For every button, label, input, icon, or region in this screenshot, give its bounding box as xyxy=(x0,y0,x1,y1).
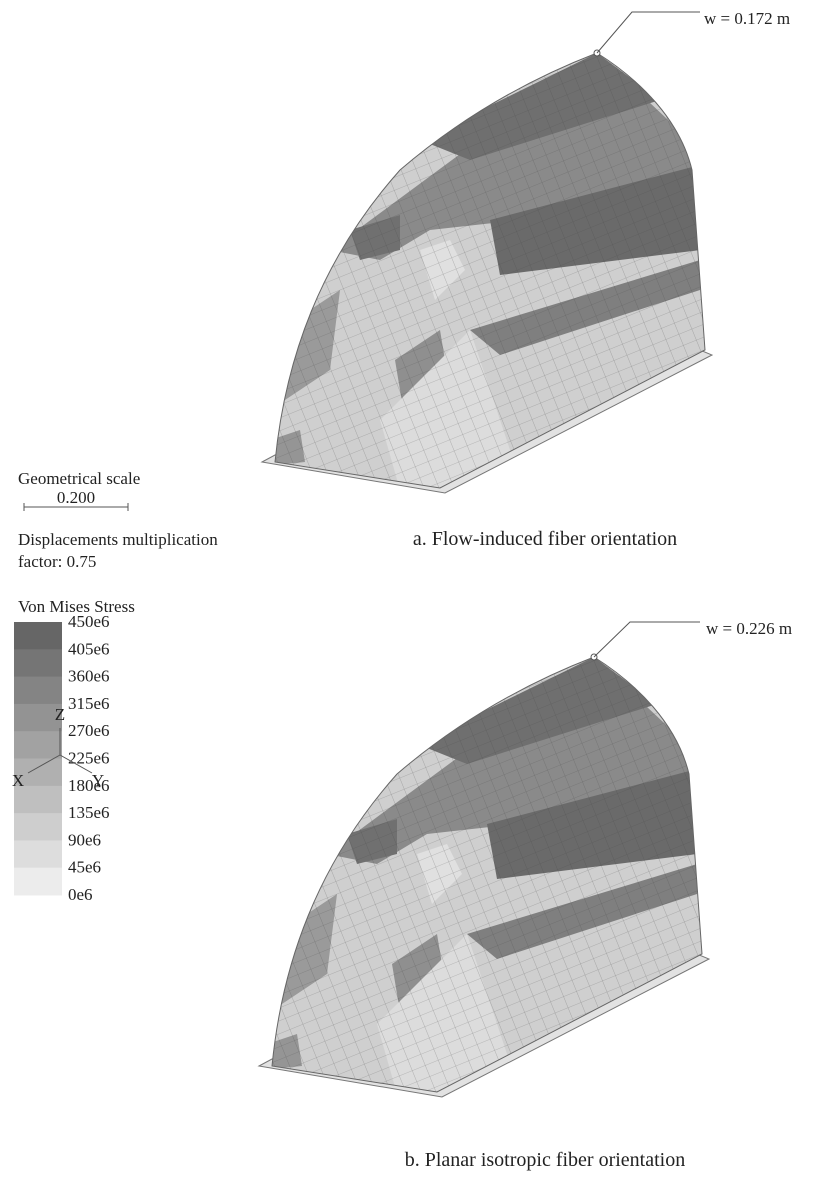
annotation-b: w = 0.226 m xyxy=(706,619,792,638)
legend-label: 45e6 xyxy=(68,858,101,877)
legend-swatch xyxy=(14,731,62,759)
legend-label: 405e6 xyxy=(68,639,110,658)
legend-label: 450e6 xyxy=(68,612,110,631)
legend-swatch xyxy=(14,649,62,677)
scale-value: 0.200 xyxy=(57,488,95,507)
leader-a xyxy=(597,12,700,53)
caption-b: b. Planar isotropic fiber orientation xyxy=(405,1149,685,1171)
legend-label: 135e6 xyxy=(68,803,110,822)
legend-swatch xyxy=(14,840,62,868)
axis-x: X xyxy=(12,771,24,790)
scale-title: Geometrical scale xyxy=(18,469,140,488)
legend: 450e6405e6360e6315e6270e6225e6180e6135e6… xyxy=(14,612,110,904)
legend-swatch xyxy=(14,622,62,650)
legend-swatch xyxy=(14,813,62,841)
leader-b xyxy=(594,622,700,657)
legend-label: 90e6 xyxy=(68,830,101,849)
axis-y: Y xyxy=(92,771,104,790)
annotation-a: w = 0.172 m xyxy=(704,9,790,28)
caption-a: a. Flow-induced fiber orientation xyxy=(413,528,677,550)
fem-model-b xyxy=(247,644,717,1104)
legend-label: 270e6 xyxy=(68,721,110,740)
displacement-line: Displacements multiplication xyxy=(18,530,218,549)
figure: w = 0.172 m a. Flow-induced fiber orient… xyxy=(0,0,829,1178)
fem-model-a xyxy=(250,40,720,500)
axis-z: Z xyxy=(55,705,65,724)
legend-swatch xyxy=(14,868,62,896)
legend-label: 225e6 xyxy=(68,749,110,768)
displacement-line: factor: 0.75 xyxy=(18,552,96,571)
legend-label: 315e6 xyxy=(68,694,110,713)
legend-label: 360e6 xyxy=(68,667,110,686)
legend-label: 0e6 xyxy=(68,885,93,904)
legend-swatch xyxy=(14,677,62,705)
